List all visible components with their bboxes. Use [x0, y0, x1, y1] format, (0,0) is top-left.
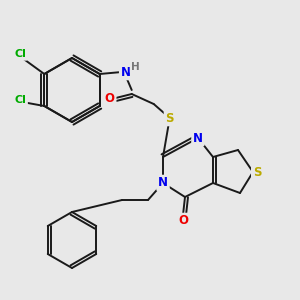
Text: O: O — [105, 92, 115, 104]
Text: N: N — [193, 131, 203, 145]
Text: Cl: Cl — [14, 49, 26, 59]
Text: O: O — [178, 214, 188, 227]
Text: S: S — [166, 112, 174, 124]
Text: H: H — [131, 62, 140, 72]
Text: N: N — [121, 65, 131, 79]
Text: Cl: Cl — [14, 95, 26, 105]
Text: S: S — [253, 166, 261, 178]
Text: N: N — [158, 176, 168, 190]
